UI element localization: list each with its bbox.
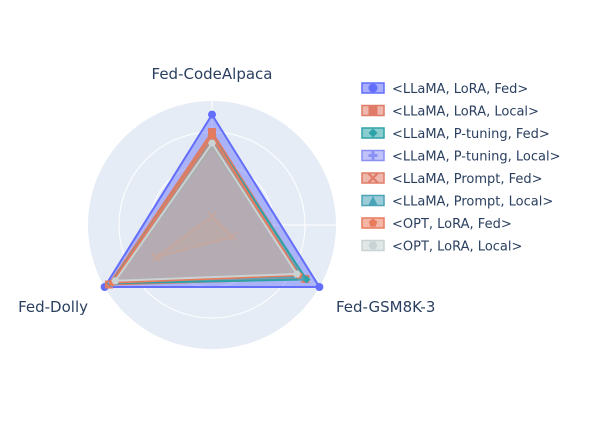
- axis-label-dolly: Fed-Dolly: [18, 298, 88, 316]
- legend-label: <LLaMA, LoRA, Fed>: [392, 82, 528, 97]
- legend-marker: [368, 151, 378, 160]
- legend-item[interactable]: <LLaMA, Prompt, Local>: [361, 195, 553, 210]
- data-point: [302, 275, 311, 284]
- legend-marker: [368, 218, 378, 227]
- series-area: [155, 215, 234, 259]
- axis-label-gsm8k: Fed-GSM8K-3: [336, 298, 435, 316]
- legend-marker: [368, 196, 378, 205]
- legend: <LLaMA, LoRA, Fed> <LLaMA, LoRA, Local> <L…: [361, 82, 561, 255]
- data-point: [208, 149, 217, 158]
- axis-labels: Fed-CodeAlpaca Fed-GSM8K-3 Fed-Dolly: [18, 65, 435, 316]
- series-area: [103, 113, 321, 288]
- series-area: [111, 134, 300, 284]
- series-5: [151, 211, 238, 263]
- legend-item[interactable]: <LLaMA, P-tuning, Fed>: [361, 127, 550, 142]
- legend-item[interactable]: <LLaMA, P-tuning, Local>: [361, 150, 561, 165]
- data-point: [207, 211, 217, 222]
- legend-label: <LLaMA, P-tuning, Local>: [392, 150, 561, 165]
- data-point: [208, 139, 216, 147]
- legend-marker: [368, 241, 378, 250]
- series-1: [100, 110, 324, 291]
- data-point: [315, 283, 324, 291]
- data-point: [151, 252, 161, 263]
- legend-item[interactable]: <OPT, LoRA, Local>: [361, 240, 522, 255]
- data-point: [208, 142, 216, 151]
- legend-label: <OPT, LoRA, Fed>: [392, 217, 512, 232]
- legend-label: <LLaMA, LoRA, Local>: [392, 105, 539, 120]
- legend-label: <LLaMA, Prompt, Local>: [392, 195, 553, 210]
- series-area: [114, 142, 298, 282]
- data-point: [208, 110, 216, 119]
- legend-label: <OPT, LoRA, Local>: [392, 240, 522, 255]
- legend-item[interactable]: <LLaMA, LoRA, Fed>: [361, 82, 528, 97]
- legend-item[interactable]: <OPT, LoRA, Fed>: [361, 217, 512, 232]
- legend-marker: [368, 83, 378, 93]
- legend-marker: [368, 128, 378, 138]
- series-layer: [100, 110, 324, 291]
- legend-item[interactable]: <LLaMA, Prompt, Fed>: [361, 172, 543, 187]
- data-point: [208, 131, 216, 139]
- data-point: [227, 232, 238, 242]
- data-point: [111, 277, 120, 285]
- series-8: [111, 139, 301, 285]
- legend-marker: [367, 172, 379, 184]
- legend-label: <LLaMA, P-tuning, Fed>: [392, 127, 550, 142]
- legend-label: <LLaMA, Prompt, Fed>: [392, 172, 543, 187]
- data-point: [292, 270, 301, 278]
- legend-marker: [368, 106, 378, 115]
- legend-item[interactable]: <LLaMA, LoRA, Local>: [361, 105, 539, 120]
- axis-label-codealpaca: Fed-CodeAlpaca: [152, 65, 273, 83]
